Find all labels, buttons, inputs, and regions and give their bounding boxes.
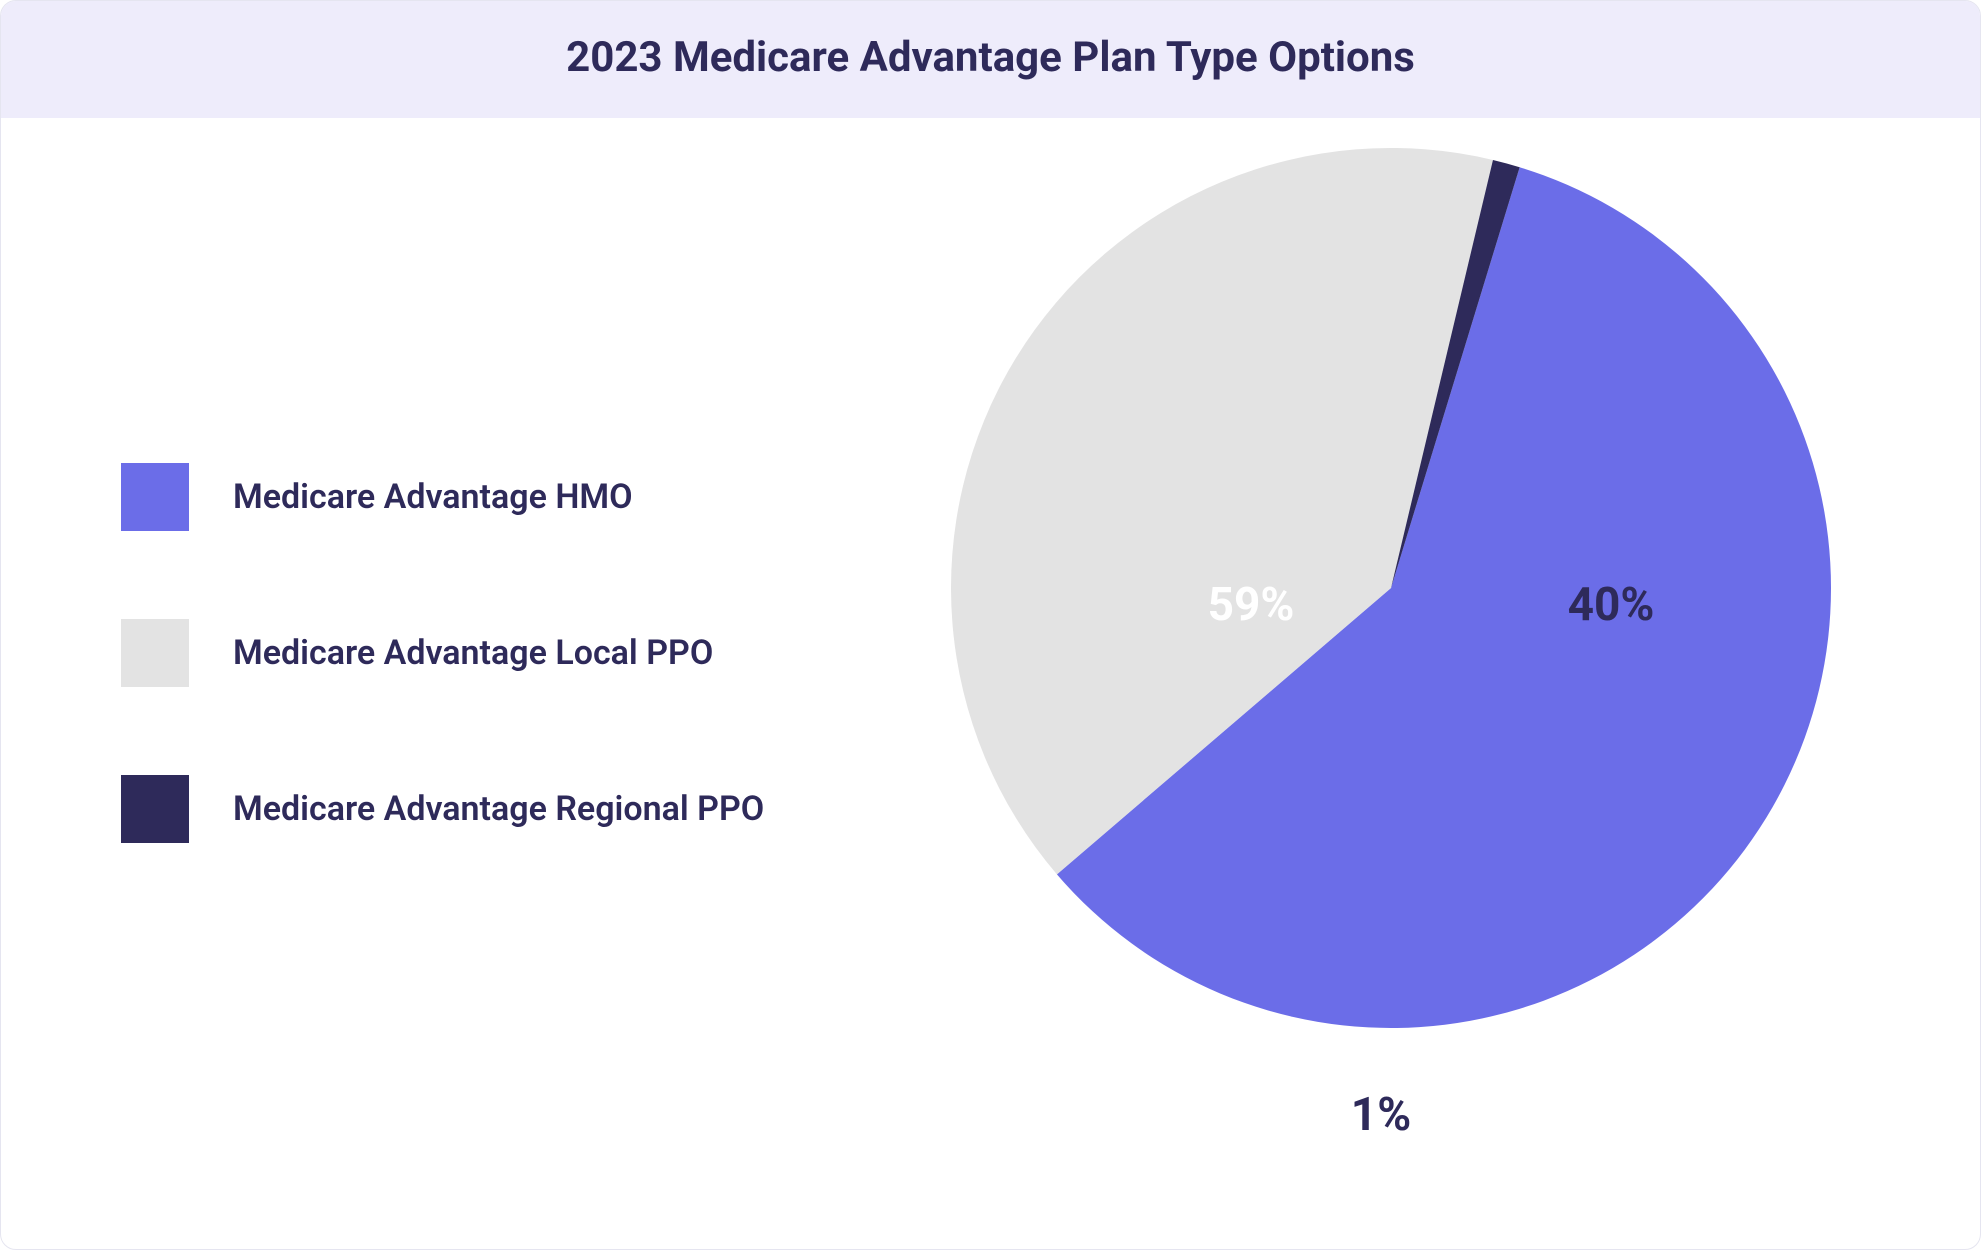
legend: Medicare Advantage HMO Medicare Advantag…	[121, 463, 841, 843]
legend-label: Medicare Advantage Local PPO	[233, 633, 713, 673]
chart-title: 2023 Medicare Advantage Plan Type Option…	[1, 33, 1980, 82]
pie-slice-label: 1%	[1350, 1088, 1410, 1142]
chart-header: 2023 Medicare Advantage Plan Type Option…	[1, 1, 1980, 118]
pie-chart: 59% 40% 1%	[911, 148, 1871, 1158]
pie-slice-label: 59%	[1207, 578, 1294, 632]
chart-body: Medicare Advantage HMO Medicare Advantag…	[1, 118, 1980, 1158]
legend-item: Medicare Advantage HMO	[121, 463, 841, 531]
chart-card: 2023 Medicare Advantage Plan Type Option…	[0, 0, 1981, 1250]
legend-item: Medicare Advantage Local PPO	[121, 619, 841, 687]
legend-swatch-1	[121, 619, 189, 687]
pie-chart-container: 59% 40% 1%	[881, 148, 1900, 1158]
legend-swatch-2	[121, 775, 189, 843]
legend-swatch-0	[121, 463, 189, 531]
pie-slice-label: 40%	[1567, 578, 1654, 632]
legend-label: Medicare Advantage Regional PPO	[233, 789, 764, 829]
legend-item: Medicare Advantage Regional PPO	[121, 775, 841, 843]
legend-label: Medicare Advantage HMO	[233, 477, 633, 517]
